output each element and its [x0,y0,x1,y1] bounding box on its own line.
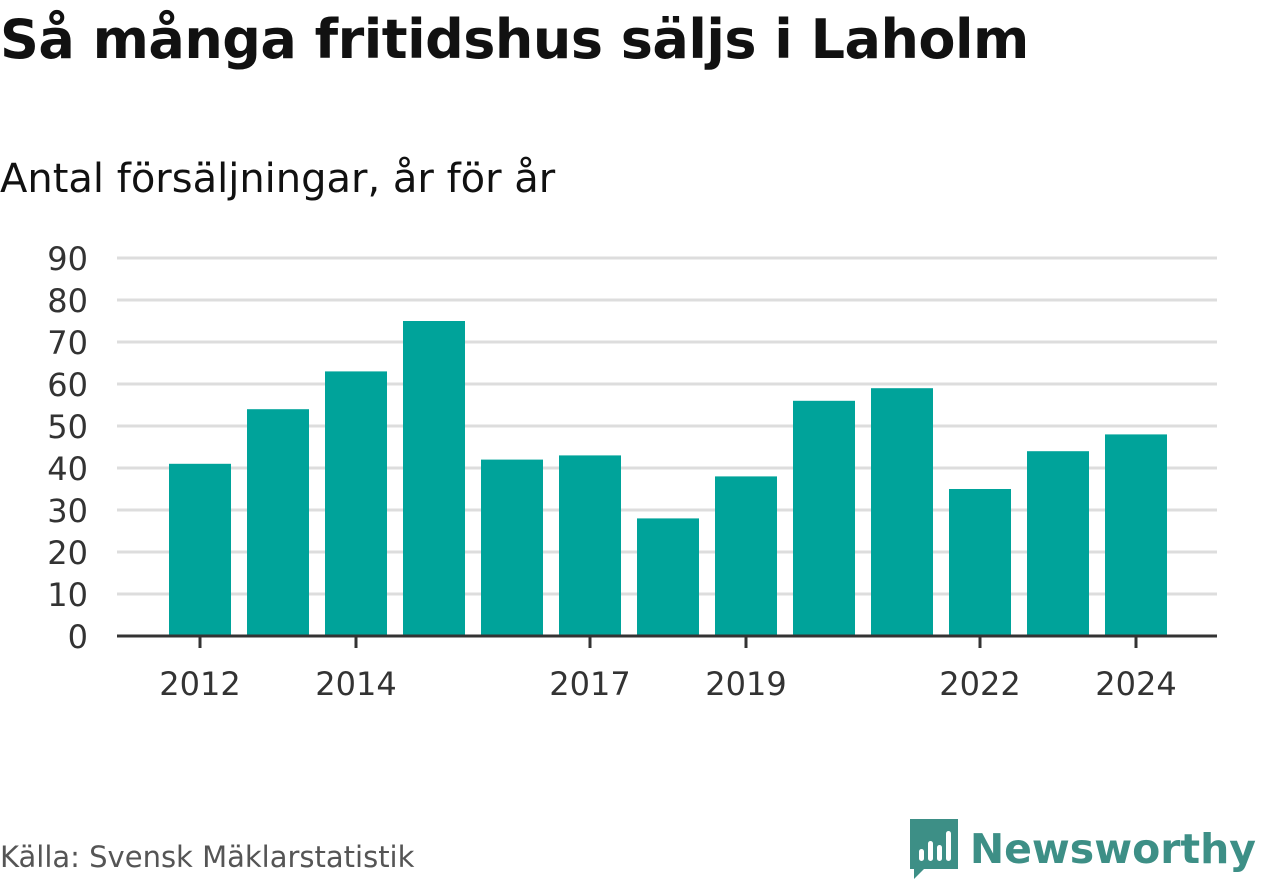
y-tick-label: 80 [47,282,88,320]
y-tick-label: 0 [68,618,88,656]
bar-2014 [325,371,387,636]
y-tick-label: 90 [47,240,88,278]
bar-2015 [403,321,465,636]
x-tick-label: 2022 [939,665,1020,703]
chart-title: Så många fritidshus säljs i Laholm [0,8,1029,71]
bar-2024 [1105,434,1167,636]
bar-2022 [949,489,1011,636]
brand-logo: Newsworthy [909,818,1256,880]
bar-2018 [637,518,699,636]
x-tick-label: 2017 [549,665,630,703]
brand-name: Newsworthy [969,825,1256,873]
y-axis-tick-labels: 0 10 20 30 40 50 60 70 80 90 [47,240,88,656]
bar-2016 [481,459,543,636]
y-tick-label: 30 [47,492,88,530]
chart-subtitle: Antal försäljningar, år för år [0,156,556,202]
x-tick-label: 2014 [315,665,396,703]
y-tick-label: 50 [47,408,88,446]
newsworthy-logo-icon [909,819,958,879]
x-tick-label: 2024 [1095,665,1176,703]
y-tick-label: 10 [47,576,88,614]
bar-2012 [169,463,231,636]
x-axis-ticks: 2012 2014 2017 2019 2022 2024 [159,636,1177,703]
bars [169,321,1167,636]
bar-2023 [1027,451,1089,636]
bar-2021 [871,388,933,636]
bar-2013 [247,409,309,636]
y-tick-label: 70 [47,324,88,362]
y-tick-label: 60 [47,366,88,404]
x-tick-label: 2019 [705,665,786,703]
bar-2019 [715,476,777,636]
bar-2017 [559,455,621,636]
y-tick-label: 40 [47,450,88,488]
y-tick-label: 20 [47,534,88,572]
x-tick-label: 2012 [159,665,240,703]
bar-2020 [793,400,855,636]
source-note: Källa: Svensk Mäklarstatistik [0,840,415,874]
